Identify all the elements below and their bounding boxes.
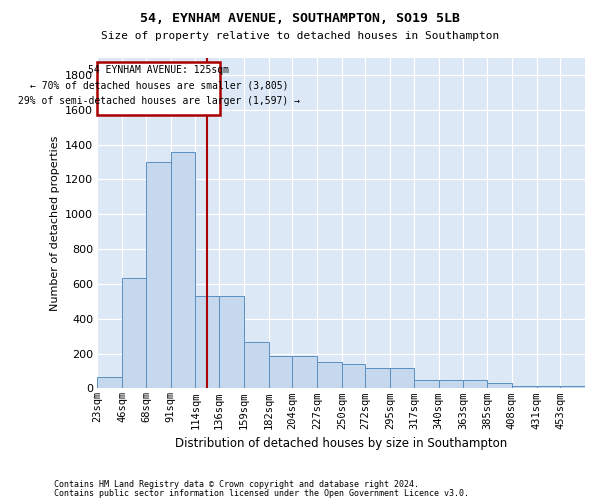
Y-axis label: Number of detached properties: Number of detached properties	[50, 136, 59, 310]
Bar	[196, 296, 219, 388]
Bar	[342, 364, 365, 388]
Text: ← 70% of detached houses are smaller (3,805): ← 70% of detached houses are smaller (3,…	[29, 81, 288, 91]
Bar	[365, 368, 390, 388]
Text: Contains public sector information licensed under the Open Government Licence v3: Contains public sector information licen…	[54, 488, 469, 498]
Bar	[269, 356, 292, 388]
Bar	[560, 386, 585, 388]
Bar	[244, 342, 269, 388]
FancyBboxPatch shape	[97, 62, 220, 116]
Bar	[317, 362, 342, 388]
Bar	[170, 152, 196, 388]
Bar	[463, 380, 487, 388]
Text: 54 EYNHAM AVENUE: 125sqm: 54 EYNHAM AVENUE: 125sqm	[88, 65, 229, 75]
Bar	[439, 380, 463, 388]
Text: 54, EYNHAM AVENUE, SOUTHAMPTON, SO19 5LB: 54, EYNHAM AVENUE, SOUTHAMPTON, SO19 5LB	[140, 12, 460, 26]
Text: Contains HM Land Registry data © Crown copyright and database right 2024.: Contains HM Land Registry data © Crown c…	[54, 480, 419, 489]
Bar	[512, 386, 536, 388]
Bar	[122, 278, 146, 388]
Bar	[536, 386, 560, 388]
Bar	[97, 377, 122, 388]
Bar	[390, 368, 414, 388]
Text: Size of property relative to detached houses in Southampton: Size of property relative to detached ho…	[101, 31, 499, 41]
Bar	[219, 296, 244, 388]
Bar	[292, 356, 317, 388]
Text: 29% of semi-detached houses are larger (1,597) →: 29% of semi-detached houses are larger (…	[18, 96, 300, 106]
Bar	[146, 162, 170, 388]
X-axis label: Distribution of detached houses by size in Southampton: Distribution of detached houses by size …	[175, 437, 508, 450]
Bar	[414, 380, 439, 388]
Bar	[487, 383, 512, 388]
